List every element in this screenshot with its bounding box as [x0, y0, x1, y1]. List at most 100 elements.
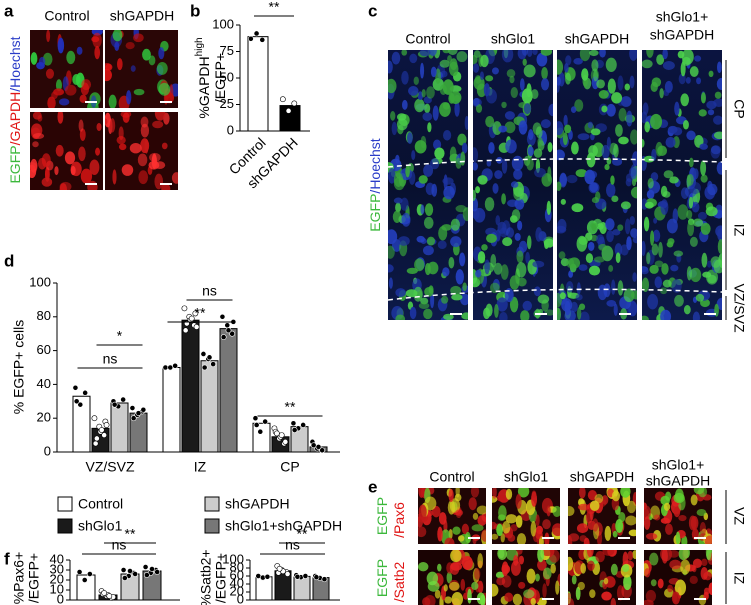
- cell: [95, 147, 101, 156]
- cell: [688, 196, 694, 209]
- cell: [501, 158, 508, 174]
- y-tick-label: 20: [230, 583, 244, 598]
- cell: [475, 269, 482, 278]
- cell: [418, 526, 427, 538]
- bar: [255, 576, 273, 601]
- cell: [531, 89, 539, 100]
- micrograph-cells: [557, 50, 637, 320]
- cell: [465, 531, 471, 543]
- cell: [388, 245, 395, 259]
- data-point: [103, 422, 110, 428]
- data-point: [220, 334, 227, 340]
- data-point: [120, 567, 127, 573]
- cell: [501, 101, 507, 109]
- cell: [427, 580, 440, 592]
- legend-swatch: [57, 518, 73, 534]
- cell: [431, 183, 438, 197]
- cell: [501, 564, 511, 574]
- cell: [105, 68, 112, 82]
- cell: [607, 78, 616, 94]
- cell: [568, 556, 574, 571]
- cell: [423, 308, 433, 320]
- cell: [579, 311, 590, 320]
- cell: [448, 488, 454, 503]
- cell: [713, 98, 722, 107]
- panel-letter: f: [4, 549, 10, 568]
- stain-label: EGFP: [374, 559, 390, 597]
- cell: [388, 277, 393, 289]
- cell: [437, 526, 443, 542]
- y-tick-label: 0: [44, 443, 51, 458]
- column-label: Control: [44, 8, 89, 24]
- micrograph-cells: [418, 488, 486, 544]
- cell: [388, 264, 394, 273]
- cell: [575, 169, 588, 178]
- data-point: [76, 569, 83, 575]
- legend-swatch: [204, 496, 220, 512]
- cell: [579, 50, 591, 62]
- cell: [588, 145, 599, 157]
- cell: [424, 496, 437, 511]
- cell: [632, 272, 637, 282]
- data-point: [253, 30, 260, 37]
- cell: [393, 197, 403, 204]
- cell: [142, 48, 151, 61]
- cell: [432, 105, 439, 121]
- cell: [604, 525, 612, 541]
- cell: [692, 311, 700, 320]
- y-tick-label: 60: [37, 342, 51, 357]
- cell: [564, 63, 569, 73]
- cell: [535, 227, 543, 242]
- cell: [696, 77, 702, 85]
- cell: [522, 300, 533, 311]
- cell: [443, 584, 448, 592]
- data-point: [72, 384, 79, 391]
- cell: [498, 505, 507, 521]
- cell: [437, 240, 447, 250]
- cell: [461, 523, 469, 535]
- cell: [630, 164, 637, 180]
- cell: [608, 264, 614, 272]
- data-point: [291, 427, 298, 433]
- cell: [501, 193, 506, 205]
- cell: [651, 243, 659, 256]
- cell: [644, 599, 654, 605]
- cell: [546, 505, 551, 517]
- cell: [461, 142, 468, 154]
- cell: [626, 110, 633, 127]
- cell: [690, 267, 702, 283]
- cell: [505, 514, 518, 524]
- cell: [615, 124, 623, 137]
- cell: [138, 170, 149, 185]
- cell: [547, 142, 553, 153]
- data-point: [82, 389, 89, 396]
- cell: [488, 142, 495, 154]
- data-point: [310, 442, 317, 449]
- cell: [422, 112, 433, 121]
- y-tick-label: 0: [57, 591, 64, 605]
- cell: [701, 252, 708, 268]
- cell: [133, 33, 144, 43]
- cell: [455, 509, 464, 516]
- cell: [615, 518, 624, 533]
- cell: [700, 92, 706, 104]
- data-point: [313, 574, 320, 581]
- cell: [665, 136, 676, 148]
- cell: [125, 41, 135, 50]
- cell: [535, 126, 543, 139]
- cell: [473, 54, 478, 65]
- cell: [446, 571, 453, 584]
- cell: [586, 550, 594, 558]
- cell: [564, 310, 576, 320]
- data-point: [279, 96, 286, 103]
- cell: [630, 228, 637, 238]
- cell: [590, 222, 599, 229]
- cell: [685, 77, 691, 84]
- cell: [542, 519, 551, 530]
- cell: [704, 535, 712, 544]
- cell: [506, 227, 515, 238]
- cell: [583, 537, 590, 544]
- cell: [650, 81, 658, 92]
- cell: [492, 488, 497, 499]
- cell: [674, 579, 687, 596]
